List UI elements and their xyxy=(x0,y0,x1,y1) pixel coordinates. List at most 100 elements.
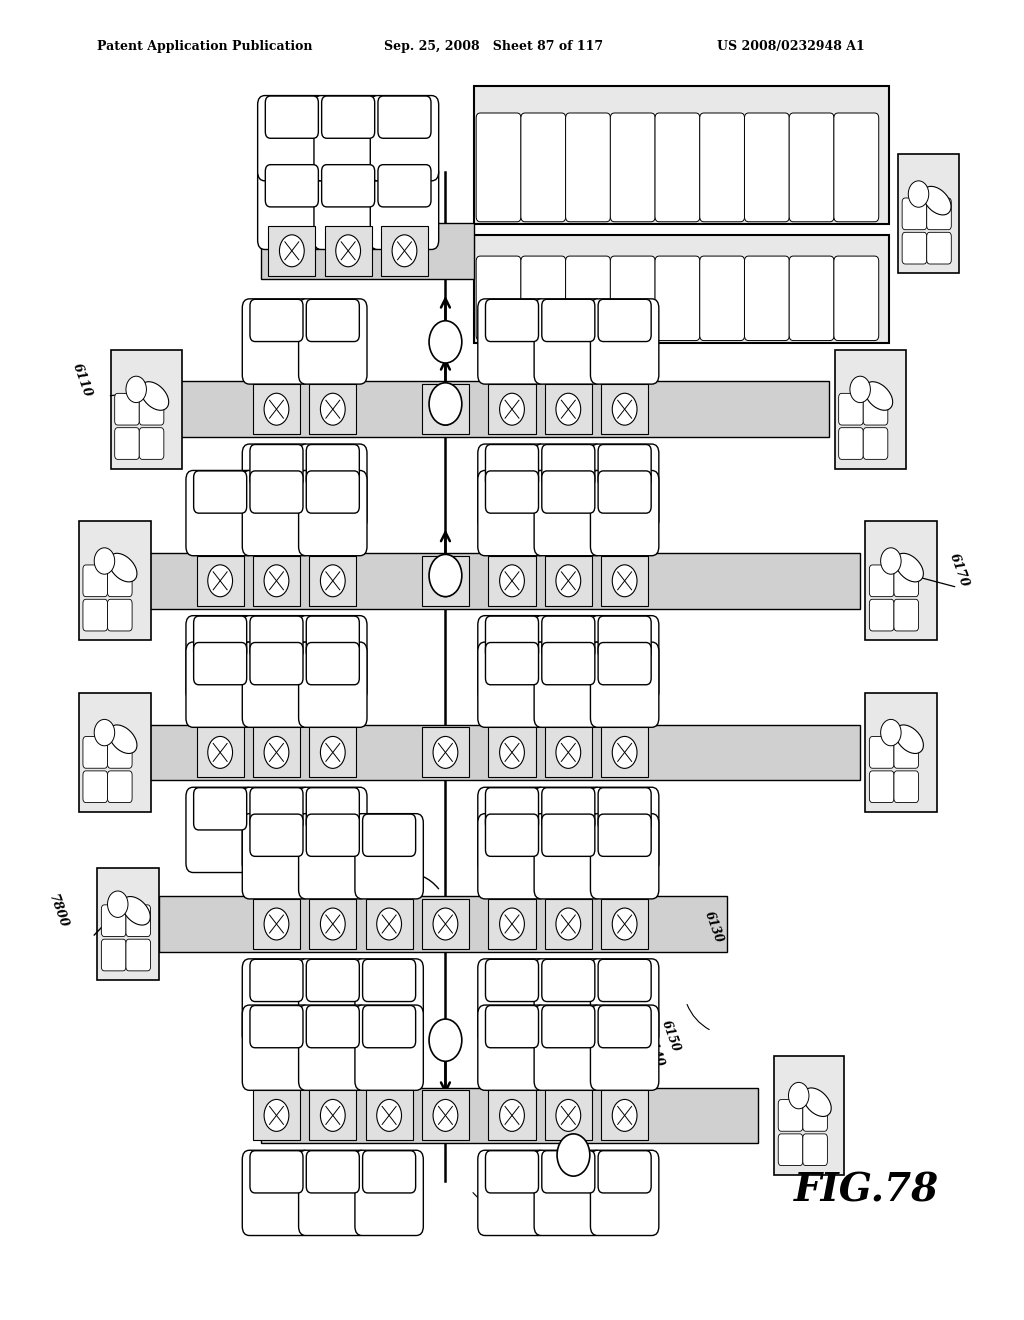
Ellipse shape xyxy=(109,725,137,754)
Ellipse shape xyxy=(122,896,151,925)
Circle shape xyxy=(433,908,458,940)
Circle shape xyxy=(556,565,581,597)
FancyBboxPatch shape xyxy=(243,1005,310,1090)
FancyBboxPatch shape xyxy=(485,788,539,830)
FancyBboxPatch shape xyxy=(299,1005,367,1090)
FancyBboxPatch shape xyxy=(542,445,595,487)
FancyBboxPatch shape xyxy=(485,445,539,487)
Bar xyxy=(422,899,469,949)
FancyBboxPatch shape xyxy=(322,96,375,139)
FancyBboxPatch shape xyxy=(299,958,367,1044)
FancyBboxPatch shape xyxy=(521,114,565,222)
FancyBboxPatch shape xyxy=(265,165,318,207)
Ellipse shape xyxy=(140,381,169,411)
Text: 6150: 6150 xyxy=(323,829,346,863)
FancyBboxPatch shape xyxy=(478,615,546,701)
FancyBboxPatch shape xyxy=(591,787,658,873)
Circle shape xyxy=(556,908,581,940)
FancyBboxPatch shape xyxy=(362,814,416,857)
FancyBboxPatch shape xyxy=(299,642,367,727)
FancyBboxPatch shape xyxy=(790,114,834,222)
FancyBboxPatch shape xyxy=(478,298,546,384)
FancyBboxPatch shape xyxy=(250,1151,303,1193)
Bar xyxy=(601,899,648,949)
FancyBboxPatch shape xyxy=(186,615,254,701)
Text: Patent Application Publication: Patent Application Publication xyxy=(97,40,312,53)
Bar xyxy=(111,350,182,469)
FancyBboxPatch shape xyxy=(869,599,894,631)
FancyBboxPatch shape xyxy=(927,232,951,264)
Circle shape xyxy=(429,554,462,597)
FancyBboxPatch shape xyxy=(699,114,744,222)
FancyBboxPatch shape xyxy=(478,958,546,1044)
FancyBboxPatch shape xyxy=(126,906,151,937)
FancyBboxPatch shape xyxy=(485,616,539,659)
FancyBboxPatch shape xyxy=(744,256,790,341)
Circle shape xyxy=(500,908,524,940)
FancyBboxPatch shape xyxy=(521,256,565,341)
FancyBboxPatch shape xyxy=(542,960,595,1002)
FancyBboxPatch shape xyxy=(306,300,359,342)
FancyBboxPatch shape xyxy=(83,599,108,631)
Bar xyxy=(179,381,829,437)
FancyBboxPatch shape xyxy=(778,1134,803,1166)
FancyBboxPatch shape xyxy=(902,232,927,264)
FancyBboxPatch shape xyxy=(542,788,595,830)
Circle shape xyxy=(208,565,232,597)
Circle shape xyxy=(433,737,458,768)
FancyBboxPatch shape xyxy=(322,165,375,207)
FancyBboxPatch shape xyxy=(476,256,521,341)
FancyBboxPatch shape xyxy=(299,444,367,529)
FancyBboxPatch shape xyxy=(535,787,602,873)
Ellipse shape xyxy=(803,1088,831,1117)
FancyBboxPatch shape xyxy=(243,958,310,1044)
Circle shape xyxy=(433,565,458,597)
FancyBboxPatch shape xyxy=(299,470,367,556)
FancyBboxPatch shape xyxy=(535,298,602,384)
FancyBboxPatch shape xyxy=(869,565,894,597)
FancyBboxPatch shape xyxy=(591,298,658,384)
FancyBboxPatch shape xyxy=(610,256,655,341)
FancyBboxPatch shape xyxy=(115,393,139,425)
FancyBboxPatch shape xyxy=(243,444,310,529)
FancyBboxPatch shape xyxy=(598,960,651,1002)
FancyBboxPatch shape xyxy=(250,643,303,685)
FancyBboxPatch shape xyxy=(243,813,310,899)
FancyBboxPatch shape xyxy=(83,771,108,803)
FancyBboxPatch shape xyxy=(591,1005,658,1090)
Bar xyxy=(488,727,536,777)
FancyBboxPatch shape xyxy=(478,813,546,899)
Bar xyxy=(545,727,592,777)
Bar xyxy=(601,1090,648,1140)
Circle shape xyxy=(556,393,581,425)
Text: US 2008/0232948 A1: US 2008/0232948 A1 xyxy=(717,40,864,53)
FancyBboxPatch shape xyxy=(485,471,539,513)
Bar xyxy=(835,350,906,469)
Circle shape xyxy=(321,1100,345,1131)
FancyBboxPatch shape xyxy=(314,95,382,181)
Circle shape xyxy=(556,737,581,768)
Bar xyxy=(488,899,536,949)
FancyBboxPatch shape xyxy=(355,1150,423,1236)
FancyBboxPatch shape xyxy=(299,298,367,384)
Bar xyxy=(422,1090,469,1140)
Circle shape xyxy=(429,383,462,425)
Circle shape xyxy=(392,235,417,267)
FancyBboxPatch shape xyxy=(243,470,310,556)
Circle shape xyxy=(500,565,524,597)
FancyBboxPatch shape xyxy=(535,470,602,556)
Text: FIG.78: FIG.78 xyxy=(794,1171,939,1209)
Bar xyxy=(381,226,428,276)
FancyBboxPatch shape xyxy=(355,1005,423,1090)
FancyBboxPatch shape xyxy=(542,616,595,659)
FancyBboxPatch shape xyxy=(834,256,879,341)
FancyBboxPatch shape xyxy=(108,737,132,768)
Circle shape xyxy=(264,1100,289,1131)
FancyBboxPatch shape xyxy=(194,471,247,513)
Circle shape xyxy=(850,376,870,403)
Circle shape xyxy=(377,1100,401,1131)
FancyBboxPatch shape xyxy=(598,1151,651,1193)
Bar xyxy=(97,869,159,979)
FancyBboxPatch shape xyxy=(591,615,658,701)
Bar xyxy=(197,556,244,606)
